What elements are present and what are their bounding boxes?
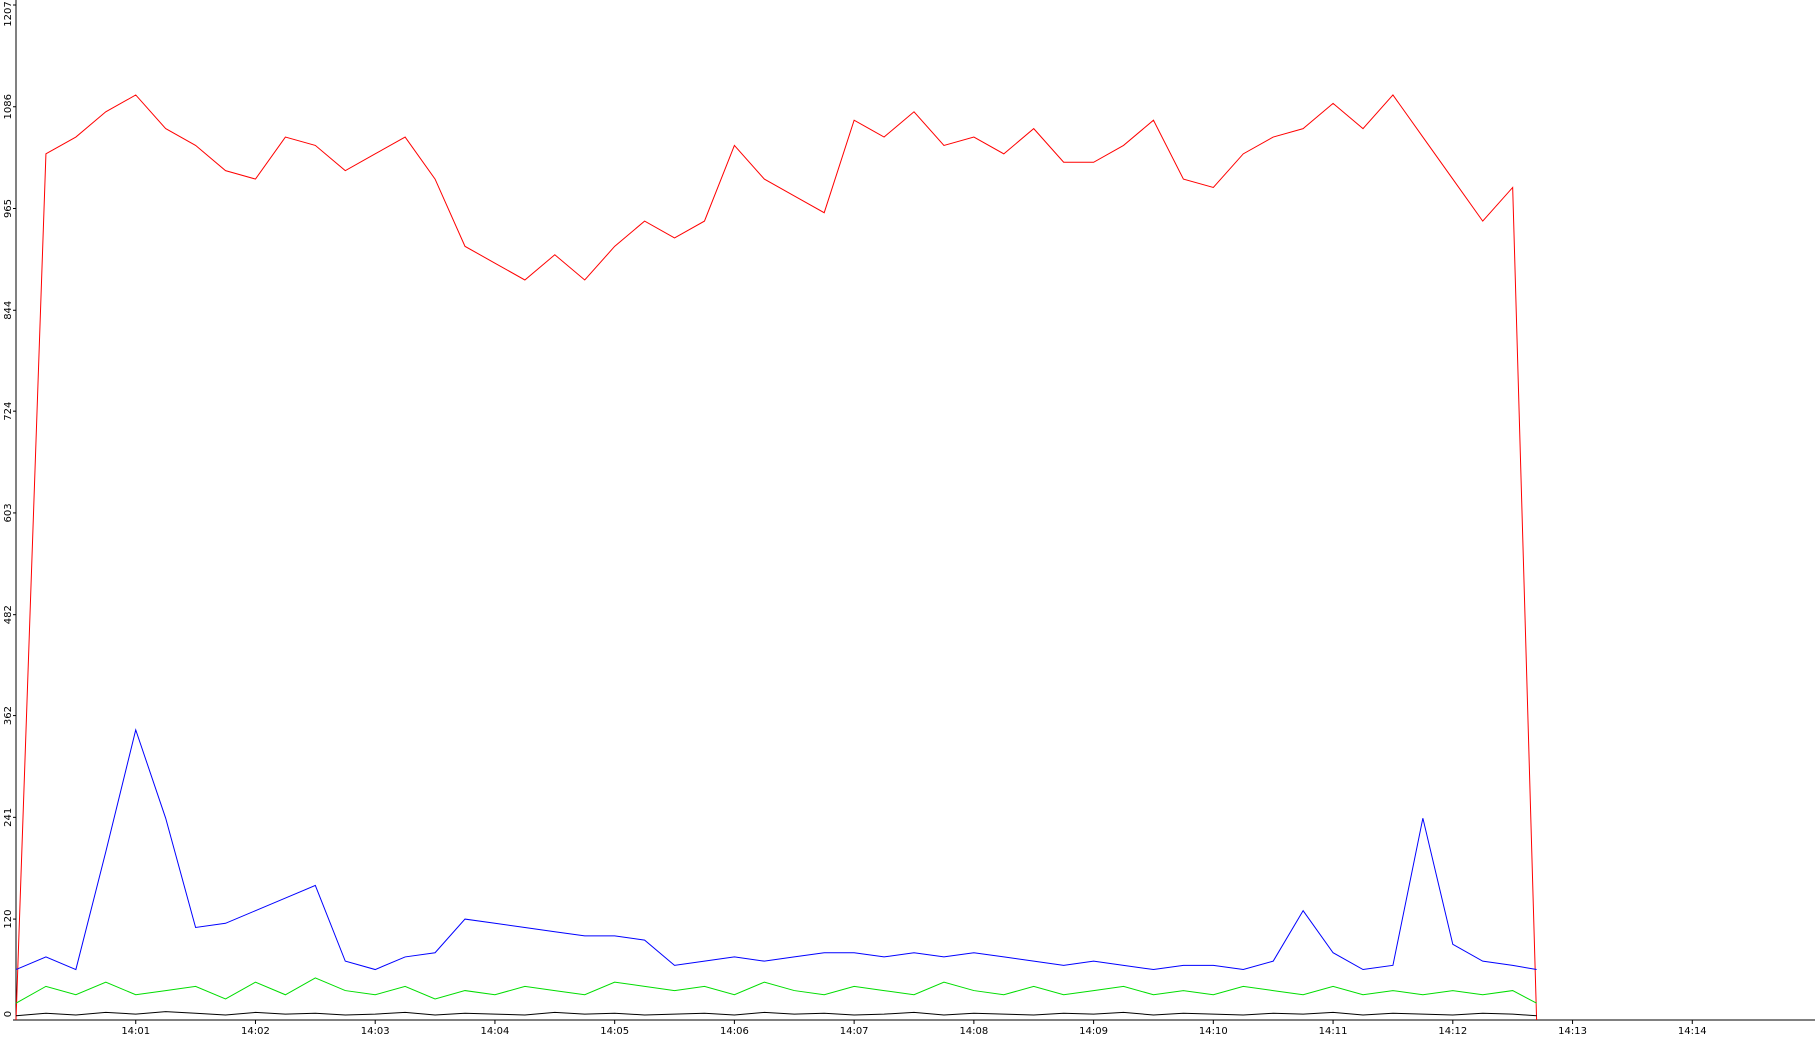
series-line [15, 94, 1538, 1021]
x-tick-label: 14:08 [959, 1026, 988, 1037]
x-tick-label: 14:12 [1438, 1026, 1467, 1037]
x-tick-label: 14:14 [1678, 1026, 1707, 1037]
x-tick-label: 14:04 [481, 1026, 510, 1037]
x-tick-label: 14:03 [361, 1026, 390, 1037]
x-tick-label: 14:09 [1079, 1026, 1108, 1037]
y-tick-label: 362 [3, 706, 14, 725]
y-tick-label: 724 [3, 402, 14, 421]
x-tick-label: 14:13 [1558, 1026, 1587, 1037]
y-tick-label: 482 [3, 605, 14, 624]
x-tick-label: 14:10 [1199, 1026, 1228, 1037]
y-tick-label: 965 [3, 199, 14, 218]
x-tick-label: 14:11 [1319, 1026, 1348, 1037]
y-tick-label: 241 [3, 808, 14, 827]
y-tick-label: 603 [3, 503, 14, 522]
y-tick-label: 844 [3, 301, 14, 320]
x-tick-label: 14:06 [720, 1026, 749, 1037]
y-tick-label: 1086 [3, 94, 14, 119]
y-tick-label: 120 [3, 910, 14, 929]
y-tick-label: 0 [3, 1011, 14, 1017]
series-line [15, 1011, 1537, 1017]
series-line [15, 728, 1537, 971]
x-tick-label: 14:02 [241, 1026, 270, 1037]
x-tick-label: 14:05 [600, 1026, 629, 1037]
series-line [15, 977, 1537, 1004]
x-tick-label: 14:01 [121, 1026, 150, 1037]
x-tick-label: 14:07 [840, 1026, 869, 1037]
y-tick-label: 1207 [3, 1, 14, 26]
